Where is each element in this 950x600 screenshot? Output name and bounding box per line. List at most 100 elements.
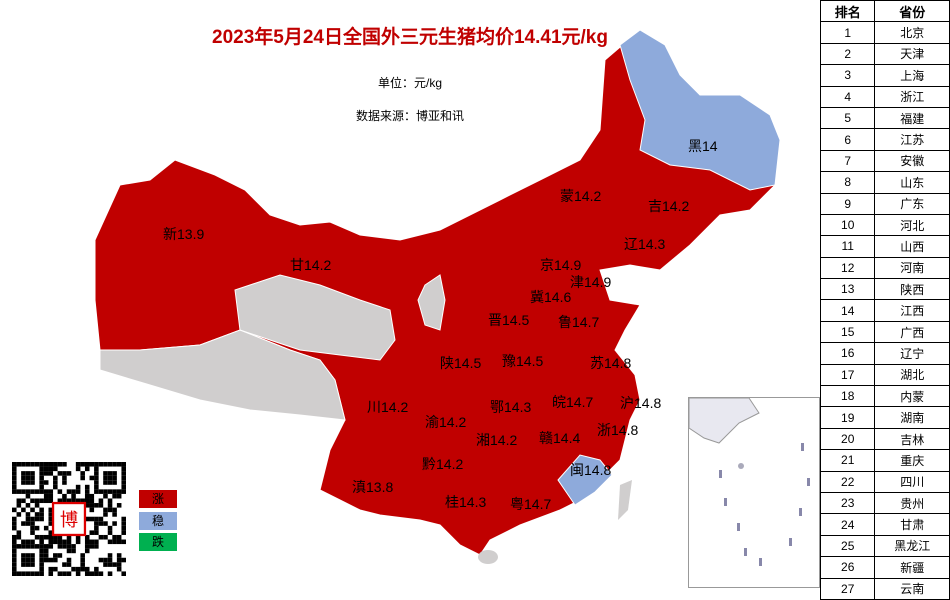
legend-fall: 跌 (139, 533, 177, 551)
china-map (94, 29, 781, 564)
table-row: 25 黑龙江 (819, 534, 950, 558)
province-label: 蒙14.2 (560, 188, 602, 204)
province-cell: 江苏 (874, 128, 950, 151)
chart-title: 2023年5月24日全国外三元生猪均价14.41元/kg (212, 27, 608, 48)
province-cell: 天津 (874, 42, 950, 66)
south-china-sea-inset (688, 397, 820, 588)
province-cell: 辽宁 (874, 342, 950, 365)
rank-cell: 16 (819, 342, 876, 365)
province-label: 京14.9 (540, 257, 582, 273)
table-row: 16 辽宁 (819, 342, 950, 365)
table-row: 10 河北 (819, 213, 950, 237)
unit-label: 单位：元/kg (377, 76, 442, 90)
region-stable-fujian (557, 454, 613, 506)
rank-cell: 9 (819, 192, 876, 215)
rank-cell: 23 (819, 491, 876, 515)
province-cell: 河北 (874, 213, 950, 237)
rank-cell: 13 (819, 278, 876, 301)
province-cell: 四川 (874, 470, 950, 493)
province-label: 甘14.2 (290, 257, 332, 273)
table-row: 11 山西 (819, 235, 950, 258)
province-cell: 广西 (874, 320, 950, 344)
rank-cell: 10 (819, 213, 876, 237)
rank-cell: 15 (819, 320, 876, 344)
table-row: 21 重庆 (819, 449, 950, 472)
rank-cell: 21 (819, 449, 876, 472)
svg-text:博: 博 (60, 509, 78, 530)
province-label: 陕14.5 (440, 355, 482, 371)
province-cell: 浙江 (874, 85, 950, 108)
province-label: 闽14.8 (570, 462, 612, 478)
province-label: 粤14.7 (510, 496, 552, 512)
rank-cell: 2 (819, 42, 876, 66)
table-row: 14 江西 (819, 299, 950, 322)
province-label: 黑14 (688, 138, 718, 154)
province-cell: 吉林 (874, 427, 950, 451)
table-row: 9 广东 (819, 192, 950, 215)
table-row: 20 吉林 (819, 427, 950, 451)
table-row: 24 甘肃 (819, 513, 950, 536)
rank-cell: 17 (819, 363, 876, 387)
rank-cell: 20 (819, 427, 876, 451)
province-cell: 广东 (874, 192, 950, 215)
source-label: 数据来源：博亚和讯 (355, 109, 464, 123)
province-label: 赣14.4 (539, 430, 581, 446)
rank-cell: 11 (819, 235, 876, 258)
region-no-data-taiwan (618, 480, 632, 520)
province-label: 鲁14.7 (558, 314, 600, 330)
region-stable-heilongjiang (619, 29, 781, 191)
province-cell: 贵州 (874, 491, 950, 515)
header-rank: 排名 (819, 0, 876, 23)
region-no-data-qinghai (234, 274, 396, 361)
table-row: 7 安徽 (819, 149, 950, 173)
region-no-data-tibet (99, 329, 346, 421)
rank-cell: 24 (819, 513, 876, 536)
table-row: 2 天津 (819, 42, 950, 66)
region-no-data-hainan (478, 550, 498, 564)
province-cell: 内蒙 (874, 385, 950, 408)
province-label: 渝14.2 (425, 414, 467, 430)
province-cell: 山东 (874, 171, 950, 194)
province-cell: 河南 (874, 256, 950, 280)
province-label: 津14.9 (570, 274, 612, 290)
table-row: 23 贵州 (819, 491, 950, 515)
rank-cell: 12 (819, 256, 876, 280)
province-label: 桂14.3 (445, 494, 487, 510)
province-cell: 甘肃 (874, 513, 950, 536)
table-row: 17 湖北 (819, 363, 950, 387)
table-row: 5 福建 (819, 106, 950, 130)
table-row: 4 浙江 (819, 85, 950, 108)
province-cell: 福建 (874, 106, 950, 130)
province-label: 辽14.3 (624, 236, 666, 252)
province-label: 豫14.5 (502, 353, 544, 369)
province-cell: 北京 (874, 21, 950, 44)
province-cell: 重庆 (874, 449, 950, 472)
province-label: 新13.9 (163, 226, 205, 242)
table-row: 19 湖南 (819, 406, 950, 429)
province-cell: 新疆 (874, 556, 950, 579)
province-label: 川14.2 (367, 399, 409, 415)
province-cell: 上海 (874, 64, 950, 87)
legend-rise: 涨 (139, 490, 177, 508)
province-label: 鄂14.3 (490, 399, 532, 415)
rank-cell: 4 (819, 85, 876, 108)
province-label: 冀14.6 (530, 289, 572, 305)
rank-cell: 1 (819, 21, 876, 44)
rank-cell: 19 (819, 406, 876, 429)
province-label: 吉14.2 (648, 198, 690, 214)
table-row: 3 上海 (819, 64, 950, 87)
province-label: 皖14.7 (552, 394, 594, 410)
province-label: 湘14.2 (476, 432, 518, 448)
province-cell: 陕西 (874, 278, 950, 301)
province-label: 沪14.8 (620, 395, 662, 411)
table-row: 1 北京 (819, 21, 950, 44)
table-row: 12 河南 (819, 256, 950, 280)
rank-cell: 8 (819, 171, 876, 194)
ranking-table: 排名 省份 1 北京 2 天津 3 上海 4 浙江 5 福建 6 江苏 7 安徽 8 山东 9 广东 10 河北 11 山西… (819, 0, 950, 600)
table-row: 26 新疆 (819, 556, 950, 579)
rank-cell: 5 (819, 106, 876, 130)
rank-cell: 3 (819, 64, 876, 87)
table-row: 15 广西 (819, 320, 950, 344)
inset-map (688, 397, 810, 566)
table-row: 22 四川 (819, 470, 950, 493)
